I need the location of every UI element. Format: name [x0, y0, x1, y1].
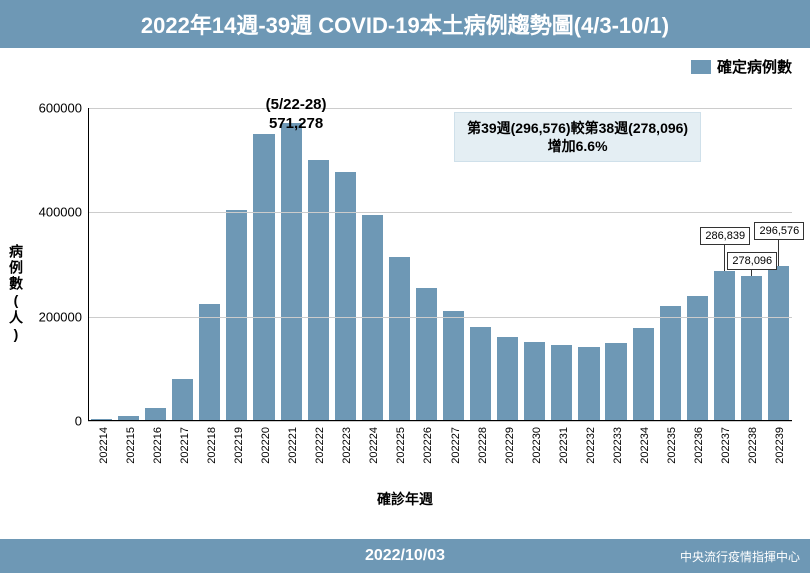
- x-tick-label: 202234: [639, 427, 651, 464]
- bar: [551, 345, 572, 421]
- bar: [714, 271, 735, 421]
- x-axis-title: 確診年週: [377, 489, 433, 509]
- bar-column: 202222: [305, 108, 332, 421]
- bar: [172, 379, 193, 421]
- bar: [497, 337, 518, 422]
- callout-line1: 第39週(296,576)較第38週(278,096): [467, 119, 688, 137]
- gridline: [88, 212, 792, 213]
- x-tick-label: 202214: [98, 427, 110, 464]
- x-tick-label: 202227: [450, 427, 462, 464]
- legend-swatch: [691, 60, 711, 74]
- bar: [687, 296, 708, 421]
- x-tick-label: 202235: [666, 427, 678, 464]
- bar: [741, 276, 762, 421]
- bar: [633, 328, 654, 421]
- bar: [308, 160, 329, 421]
- x-tick-label: 202223: [341, 427, 353, 464]
- bar: [416, 288, 437, 421]
- bar: [443, 311, 464, 421]
- x-tick-label: 202221: [287, 427, 299, 464]
- y-tick-label: 400000: [30, 205, 82, 220]
- bar: [335, 172, 356, 421]
- chart-zone: 確定病例數 病例數(人) 202214202215202216202217202…: [0, 48, 810, 539]
- x-axis-line: [88, 420, 792, 421]
- bar-column: 202217: [169, 108, 196, 421]
- bar-column: 202221: [278, 108, 305, 421]
- legend-label: 確定病例數: [717, 56, 792, 77]
- bar-column: 202224: [359, 108, 386, 421]
- x-tick-label: 202222: [314, 427, 326, 464]
- footer-bar: 2022/10/03 中央流行疫情指揮中心: [0, 539, 810, 573]
- value-leader: [751, 270, 752, 276]
- footer-date: 2022/10/03: [365, 547, 445, 565]
- bar-column: 202214: [88, 108, 115, 421]
- y-tick-label: 200000: [30, 309, 82, 324]
- legend: 確定病例數: [691, 56, 792, 77]
- x-tick-label: 202238: [747, 427, 759, 464]
- bar: [605, 343, 626, 421]
- bar: [226, 210, 247, 421]
- y-tick-label: 0: [30, 414, 82, 429]
- bar-column: 202219: [223, 108, 250, 421]
- bar: [660, 306, 681, 421]
- x-tick-label: 202224: [368, 427, 380, 464]
- x-tick-label: 202230: [531, 427, 543, 464]
- x-tick-label: 202231: [558, 427, 570, 464]
- chart-title: 2022年14週-39週 COVID-19本土病例趨勢圖(4/3-10/1): [0, 0, 810, 48]
- bar: [470, 327, 491, 421]
- x-tick-label: 202237: [720, 427, 732, 464]
- x-tick-label: 202217: [179, 427, 191, 464]
- x-tick-label: 202229: [504, 427, 516, 464]
- x-tick-label: 202226: [422, 427, 434, 464]
- gridline: [88, 421, 792, 422]
- x-tick-label: 202236: [693, 427, 705, 464]
- callout-line2: 增加6.6%: [467, 137, 688, 155]
- bar-column: 202218: [196, 108, 223, 421]
- page-root: 2022年14週-39週 COVID-19本土病例趨勢圖(4/3-10/1) 確…: [0, 0, 810, 573]
- x-tick-label: 202216: [152, 427, 164, 464]
- x-tick-label: 202220: [260, 427, 272, 464]
- bar: [253, 134, 274, 421]
- x-tick-label: 202218: [206, 427, 218, 464]
- bar-column: 202215: [115, 108, 142, 421]
- peak-annotation: (5/22-28)571,278: [251, 96, 341, 134]
- gridline: [88, 317, 792, 318]
- bar: [281, 123, 302, 421]
- value-label: 278,096: [727, 252, 777, 270]
- bar-column: 202216: [142, 108, 169, 421]
- gridline: [88, 108, 792, 109]
- footer-org: 中央流行疫情指揮中心: [680, 548, 800, 565]
- y-axis-line: [88, 108, 89, 421]
- bar: [768, 266, 789, 421]
- bar-column: 202223: [332, 108, 359, 421]
- x-tick-label: 202219: [233, 427, 245, 464]
- x-tick-label: 202232: [585, 427, 597, 464]
- bar: [362, 215, 383, 421]
- bar: [578, 347, 599, 421]
- bar-column: 202220: [250, 108, 277, 421]
- callout-box: 第39週(296,576)較第38週(278,096) 增加6.6%: [454, 112, 701, 162]
- value-label: 286,839: [700, 227, 750, 245]
- x-tick-label: 202233: [612, 427, 624, 464]
- bar: [524, 342, 545, 421]
- bar: [389, 257, 410, 421]
- x-tick-label: 202215: [125, 427, 137, 464]
- bar-column: 202226: [413, 108, 440, 421]
- bar-column: 202225: [386, 108, 413, 421]
- y-axis-title: 病例數(人): [6, 244, 26, 344]
- y-tick-label: 600000: [30, 101, 82, 116]
- x-tick-label: 202225: [395, 427, 407, 464]
- value-leader: [724, 245, 725, 271]
- x-tick-label: 202228: [477, 427, 489, 464]
- value-label: 296,576: [754, 222, 804, 240]
- value-leader: [778, 240, 779, 266]
- x-tick-label: 202239: [774, 427, 786, 464]
- bar: [199, 304, 220, 421]
